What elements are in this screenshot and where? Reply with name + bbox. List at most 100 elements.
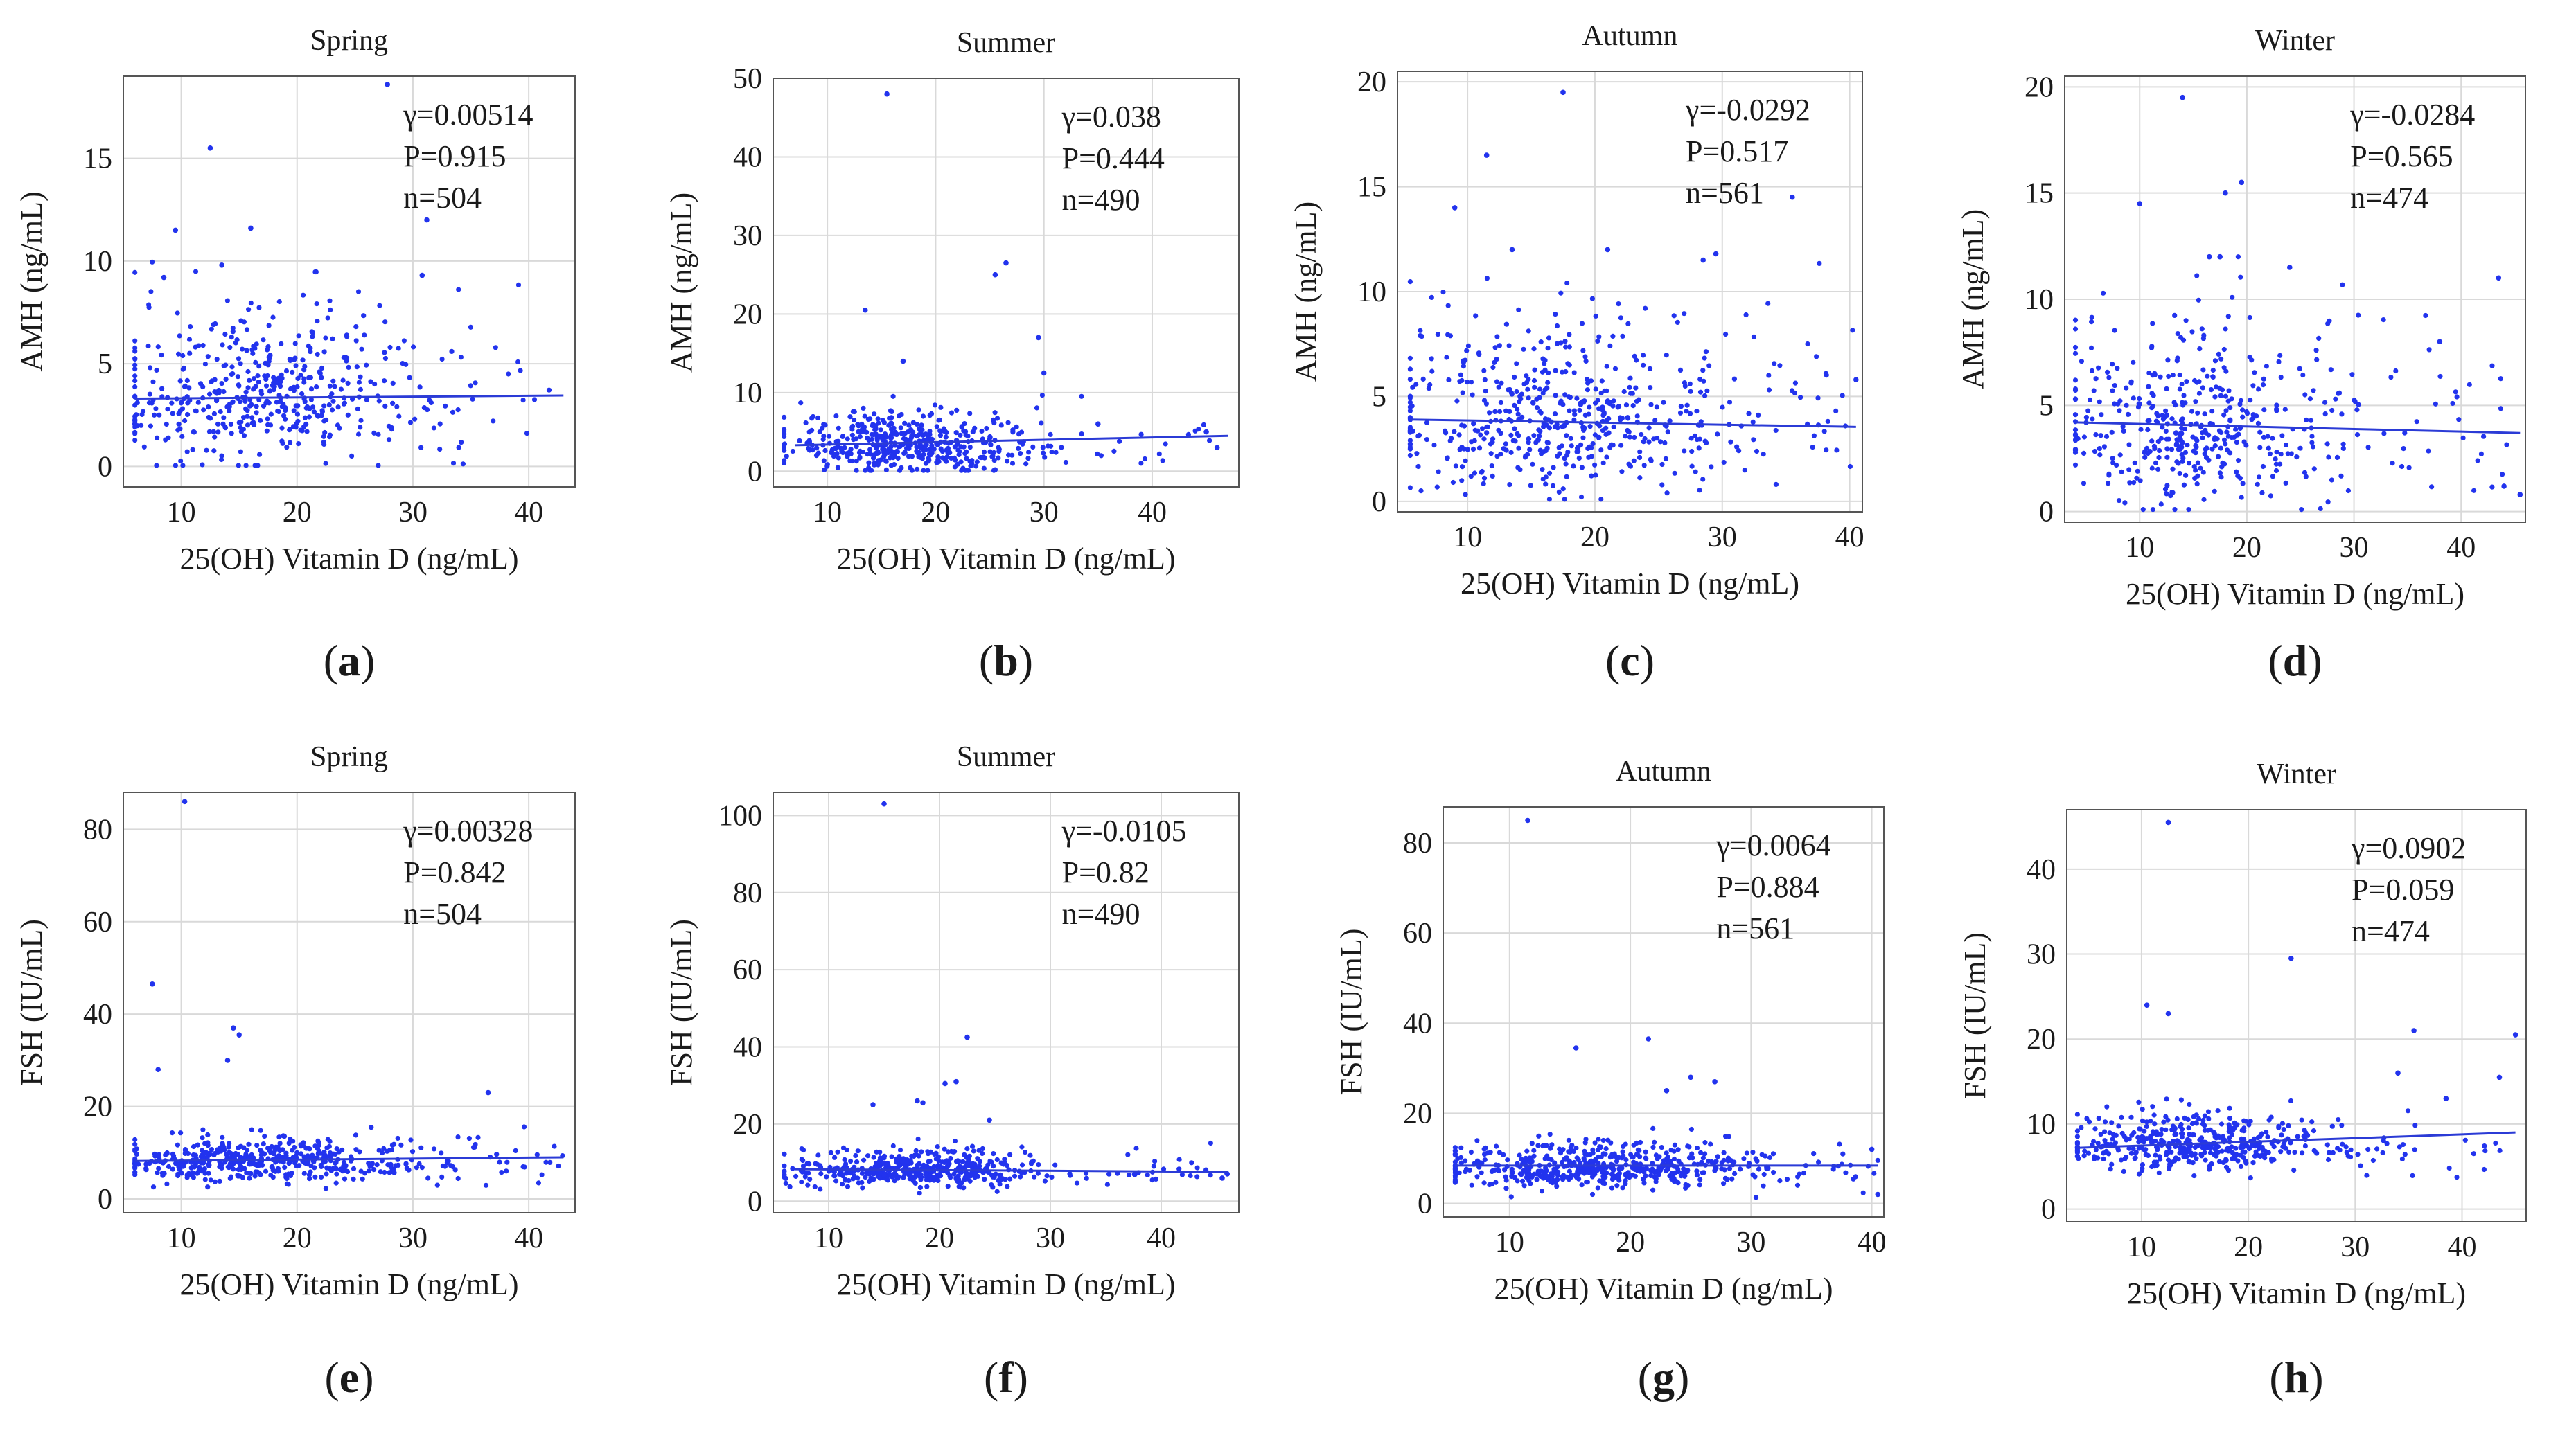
data-point [222,331,228,337]
data-point [243,463,249,468]
data-point [1564,433,1569,438]
data-point [1117,438,1122,444]
data-point [1589,296,1595,301]
x-tick-label: 40 [2447,1231,2476,1263]
data-point [964,1034,970,1040]
data-point [2180,416,2185,422]
data-point [455,1134,461,1140]
data-point [981,465,987,471]
data-point [2211,1152,2216,1157]
data-point [888,444,894,450]
data-point [2145,427,2151,433]
data-point [513,1148,518,1153]
data-point [2163,1127,2169,1132]
data-point [1517,1171,1523,1177]
data-point [1508,432,1514,438]
data-point [1473,313,1479,319]
data-point [1623,1173,1629,1178]
data-point [871,455,876,461]
data-point [1525,386,1530,392]
data-point [2365,1146,2371,1152]
data-point [2150,1104,2155,1110]
data-point [184,377,190,384]
data-point [1627,375,1633,381]
y-tick-label: 0 [2039,497,2054,528]
data-point [338,386,344,392]
data-point [987,435,993,440]
data-point [2167,1161,2173,1167]
data-point [493,345,498,350]
data-point [1687,411,1693,416]
data-point [1543,1155,1549,1161]
data-point [358,418,364,423]
data-point [240,346,245,352]
data-point [1545,346,1551,351]
data-point [177,378,183,384]
data-point [2446,1165,2452,1171]
data-point [1567,344,1572,350]
data-point [1686,1144,1692,1150]
data-point [2079,1125,2084,1130]
data-point [319,1174,324,1180]
data-point [784,454,789,459]
data-point [1701,378,1706,384]
data-point [206,429,213,434]
data-point [958,444,964,450]
data-point [419,272,425,278]
data-point [2072,447,2079,452]
data-point [2194,273,2200,278]
data-point [1527,1158,1533,1164]
data-point [321,403,327,409]
data-point [2223,368,2229,374]
data-point [159,386,165,391]
data-point [395,1135,400,1141]
data-point [2186,461,2192,466]
data-point [2090,416,2095,422]
data-point [200,1135,205,1141]
data-point [353,324,359,330]
data-point [1476,445,1483,451]
data-point [212,1151,218,1157]
data-point [899,431,904,436]
data-point [1618,315,1623,321]
data-point [2142,1136,2147,1141]
data-point [1007,1152,1013,1157]
data-point [295,418,301,424]
data-point [1592,432,1598,438]
data-point [1684,409,1689,414]
data-point [2108,1166,2113,1172]
data-point [132,1147,138,1152]
data-point [2218,1121,2225,1127]
data-point [994,1157,1000,1162]
data-point [385,82,390,87]
data-point [1512,426,1517,431]
data-point [2336,391,2341,396]
data-point [483,1182,489,1188]
data-point [2498,406,2503,411]
data-point [2402,430,2408,436]
data-point [1777,1178,1783,1184]
data-point [308,397,314,402]
data-point [893,1172,899,1177]
data-point [1609,1171,1614,1177]
data-point [2406,465,2412,470]
data-point [312,269,318,275]
data-point [1554,323,1560,329]
scatter-points [132,799,565,1191]
data-point [1571,463,1576,469]
data-point [1732,1171,1738,1176]
data-point [2517,492,2523,497]
data-point [321,349,327,355]
plot-border [1397,71,1863,513]
data-point [832,1155,838,1160]
data-point [2500,472,2505,477]
regression-line [2075,421,2521,434]
data-point [902,450,908,456]
data-point [800,1157,806,1164]
y-tick-label: 40 [733,141,762,173]
data-point [334,1171,339,1177]
data-point [1603,1146,1609,1152]
data-point [1042,454,1048,460]
data-point [833,1178,839,1184]
y-tick-label: 0 [98,451,112,483]
